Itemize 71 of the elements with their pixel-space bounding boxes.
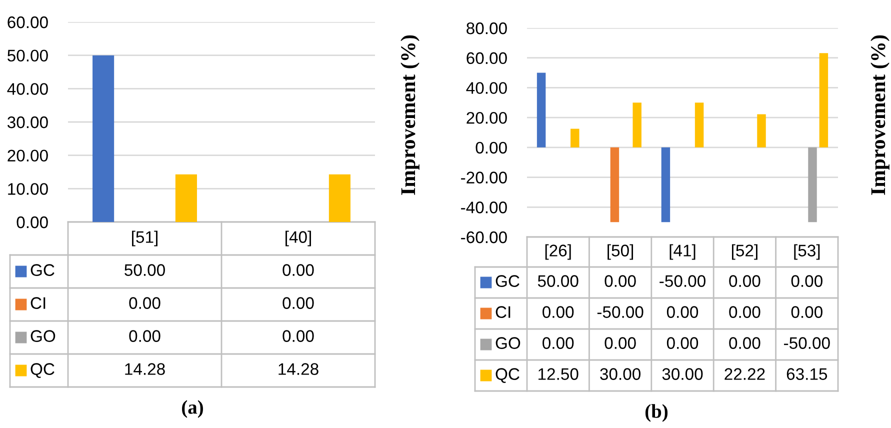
- data-label: 14.28: [125, 363, 165, 375]
- legend-label: GO: [30, 330, 56, 342]
- y-tick-label: 20.00: [8, 150, 48, 162]
- y-tick-label: 60.00: [8, 16, 48, 28]
- bar: [819, 53, 828, 148]
- y-tick-label: 10.00: [8, 183, 48, 195]
- x-tick-label: [26]: [545, 244, 571, 260]
- bar: [536, 72, 546, 148]
- data-label: 0.00: [729, 306, 760, 318]
- data-label: 12.50: [538, 368, 578, 380]
- y-tick-label: 50.00: [8, 50, 48, 62]
- data-label: 0.00: [791, 275, 822, 287]
- data-label: 0.00: [729, 337, 760, 349]
- y-tick-label: 40.00: [466, 82, 507, 94]
- legend-label: GC: [30, 264, 54, 276]
- data-label: 30.00: [600, 368, 641, 380]
- data-label: 0.00: [282, 264, 314, 276]
- x-tick-label: [52]: [732, 244, 758, 260]
- legend-label: GC: [496, 275, 520, 287]
- y-tick-label: -40.00: [461, 202, 507, 214]
- y-tick-label: 80.00: [466, 22, 507, 34]
- legend-label: QC: [496, 368, 520, 383]
- data-label: -50.00: [784, 337, 830, 349]
- data-label: 0.00: [729, 275, 760, 287]
- data-label: 0.00: [542, 306, 574, 318]
- data-label: 30.00: [662, 368, 703, 380]
- x-tick-label: [41]: [670, 244, 696, 260]
- y-axis-title: Improvement (%): [400, 35, 420, 195]
- data-label: 0.00: [542, 337, 574, 349]
- data-label: 0.00: [129, 330, 160, 342]
- data-label: 0.00: [604, 337, 636, 349]
- y-tick-label: 0.00: [16, 216, 48, 228]
- data-label: 50.00: [538, 275, 578, 287]
- data-label: 0.00: [129, 297, 160, 309]
- data-label: 14.28: [278, 363, 318, 375]
- data-label: 0.00: [282, 330, 314, 342]
- x-tick-label: [51]: [132, 230, 158, 246]
- y-tick-label: 40.00: [7, 83, 48, 95]
- bar: [610, 147, 620, 222]
- bar: [570, 128, 580, 148]
- legend-label: CI: [496, 306, 510, 318]
- legend-label: CI: [30, 297, 46, 309]
- data-label: 0.00: [604, 275, 636, 287]
- y-tick-label: -20.00: [461, 172, 507, 184]
- bar: [757, 114, 766, 148]
- data-label: 22.22: [724, 368, 765, 380]
- data-label: 0.00: [791, 306, 822, 318]
- y-tick-label: 30.00: [7, 116, 48, 128]
- legend-label: GO: [496, 337, 520, 349]
- x-tick-label: [50]: [608, 244, 634, 260]
- data-label: -50.00: [597, 306, 644, 318]
- text: (b): [645, 404, 668, 422]
- x-tick-label: [53]: [794, 244, 820, 260]
- y-tick-label: 20.00: [466, 112, 507, 124]
- text: (a): [182, 400, 203, 418]
- y-tick-label: 0.00: [476, 142, 507, 154]
- y-tick-label: 60.00: [466, 52, 507, 64]
- legend-label: QC: [30, 363, 54, 378]
- data-label: 0.00: [666, 306, 698, 318]
- data-label: 0.00: [666, 337, 698, 349]
- x-tick-label: [40]: [286, 230, 311, 246]
- bar: [694, 102, 704, 148]
- bar: [808, 147, 817, 222]
- data-label: 50.00: [124, 264, 165, 276]
- y-tick-label: -60.00: [461, 231, 507, 244]
- data-label: -50.00: [660, 275, 706, 287]
- bar: [632, 102, 642, 148]
- y-axis-title: Improvement (%): [870, 35, 890, 195]
- bar: [661, 147, 670, 222]
- data-label: 63.15: [786, 368, 828, 380]
- data-label: 0.00: [282, 297, 314, 309]
